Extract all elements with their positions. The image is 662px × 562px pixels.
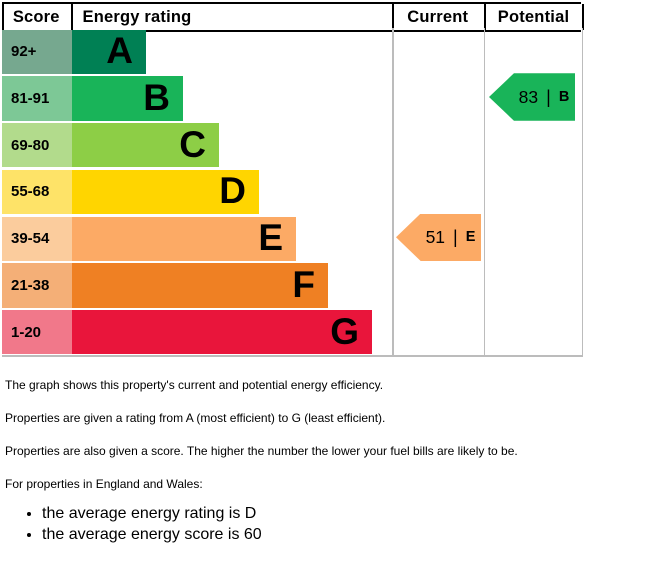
band-letter: D (219, 170, 246, 212)
band-row-a: 92+ A (2, 29, 581, 74)
average-rating-item: the average energy rating is D (42, 504, 262, 525)
score-range-label: 1-20 (2, 310, 72, 355)
band-row-g: 1-20 G (2, 310, 581, 355)
score-range-label: 92+ (2, 29, 72, 74)
band-bar-f: F (72, 263, 328, 308)
column-header-current: Current (407, 7, 469, 26)
score-range-label: 55-68 (2, 169, 72, 214)
band-bar-g: G (72, 310, 372, 355)
score-range-label: 81-91 (2, 76, 72, 121)
note-england-wales: For properties in England and Wales: (5, 477, 203, 491)
band-letter: E (258, 217, 283, 259)
band-bar-e: E (72, 216, 296, 261)
band-row-d: 55-68 D (2, 169, 581, 214)
average-rating-list: the average energy rating is D the avera… (0, 504, 262, 545)
current-divider: | (453, 226, 458, 247)
potential-score-value: 83 (518, 86, 539, 107)
potential-divider: | (546, 86, 551, 107)
band-letter: C (179, 123, 206, 165)
note-score-explanation: Properties are also given a score. The h… (5, 444, 518, 458)
chart-header-row: Score Energy rating Current Potential (2, 2, 584, 32)
band-letter: A (106, 30, 133, 72)
band-row-e: 39-54 E (2, 216, 581, 261)
column-line-current-left (392, 28, 394, 356)
potential-rating-arrow: 83 | B (489, 73, 575, 121)
band-row-b: 81-91 B (2, 76, 581, 121)
column-line-potential-left (483, 28, 485, 356)
band-row-c: 69-80 C (2, 123, 581, 168)
column-header-potential: Potential (497, 7, 570, 26)
band-letter: B (143, 76, 170, 118)
band-row-f: 21-38 F (2, 263, 581, 308)
note-graph-description: The graph shows this property's current … (5, 378, 384, 392)
energy-rating-chart: Score Energy rating Current Potential 92… (2, 2, 662, 357)
chart-body: 92+ A 81-91 B 69-80 C 55-68 D 39-54 E 21-38 F 1-20 G … (2, 28, 662, 357)
band-letter: F (292, 263, 315, 305)
chart-bottom-border (2, 355, 583, 357)
score-range-label: 21-38 (2, 263, 72, 308)
header-divider-current-potential (483, 4, 486, 30)
score-range-label: 39-54 (2, 216, 72, 261)
band-bar-a: A (72, 29, 146, 74)
header-divider-score-rating (70, 4, 73, 30)
band-bar-c: C (72, 123, 219, 168)
band-letter: G (330, 310, 359, 352)
band-bar-d: D (72, 169, 259, 214)
potential-band-letter: B (558, 88, 570, 105)
header-border-right (581, 4, 584, 30)
band-bar-b: B (72, 76, 183, 121)
header-border-left (2, 4, 4, 30)
header-divider-rating-current (392, 4, 394, 30)
current-band-letter: E (465, 228, 476, 245)
score-range-label: 69-80 (2, 123, 72, 168)
current-score-value: 51 (425, 226, 446, 247)
average-score-item: the average energy score is 60 (42, 525, 262, 546)
column-header-energy-rating: Energy rating (82, 7, 192, 26)
column-header-score: Score (12, 7, 60, 26)
note-rating-range: Properties are given a rating from A (mo… (5, 411, 386, 425)
column-line-potential-right (581, 28, 583, 356)
